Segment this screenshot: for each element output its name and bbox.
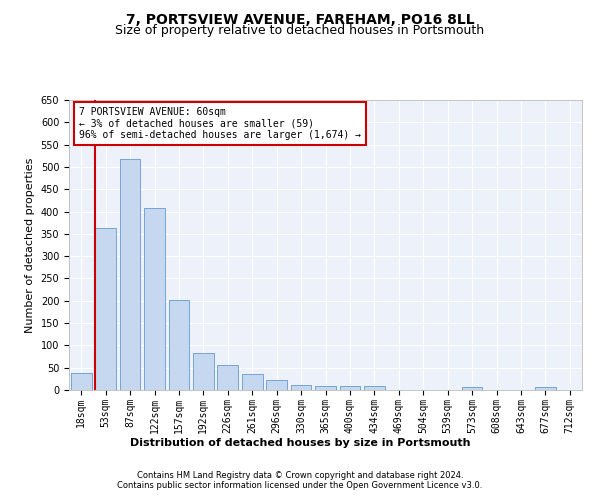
Text: Size of property relative to detached houses in Portsmouth: Size of property relative to detached ho… [115, 24, 485, 37]
Bar [217, 366, 238, 390]
Bar [290, 384, 311, 390]
Bar [315, 386, 336, 390]
Bar [95, 228, 116, 390]
Bar [266, 380, 287, 390]
Bar [340, 386, 361, 390]
Text: Distribution of detached houses by size in Portsmouth: Distribution of detached houses by size … [130, 438, 470, 448]
Text: Contains HM Land Registry data © Crown copyright and database right 2024.: Contains HM Land Registry data © Crown c… [137, 472, 463, 480]
Bar [71, 373, 92, 390]
Text: 7, PORTSVIEW AVENUE, FAREHAM, PO16 8LL: 7, PORTSVIEW AVENUE, FAREHAM, PO16 8LL [125, 12, 475, 26]
Bar [144, 208, 165, 390]
Text: 7 PORTSVIEW AVENUE: 60sqm
← 3% of detached houses are smaller (59)
96% of semi-d: 7 PORTSVIEW AVENUE: 60sqm ← 3% of detach… [79, 108, 361, 140]
Bar [364, 386, 385, 390]
Bar [193, 353, 214, 390]
Bar [169, 300, 190, 390]
Text: Contains public sector information licensed under the Open Government Licence v3: Contains public sector information licen… [118, 480, 482, 490]
Bar [242, 374, 263, 390]
Bar [535, 387, 556, 390]
Y-axis label: Number of detached properties: Number of detached properties [25, 158, 35, 332]
Bar [461, 387, 482, 390]
Bar [119, 159, 140, 390]
